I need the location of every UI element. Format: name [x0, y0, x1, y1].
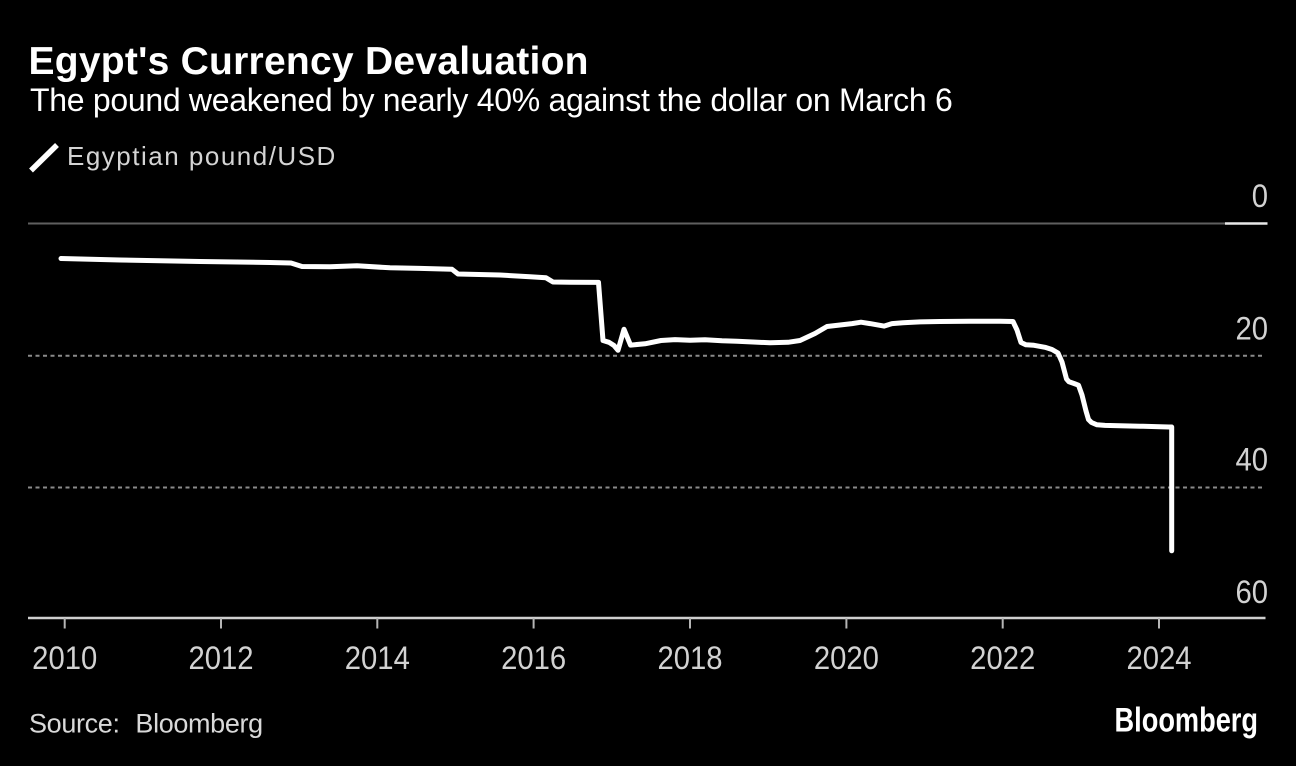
svg-text:0: 0	[1252, 178, 1268, 215]
svg-text:2020: 2020	[814, 640, 879, 677]
svg-text:40: 40	[1235, 441, 1268, 478]
svg-text:20: 20	[1235, 310, 1268, 347]
svg-text:2024: 2024	[1126, 640, 1191, 677]
svg-text:2012: 2012	[188, 640, 253, 677]
svg-text:2022: 2022	[970, 640, 1035, 677]
svg-text:60: 60	[1235, 573, 1268, 610]
svg-text:2018: 2018	[657, 640, 722, 677]
svg-text:2010: 2010	[32, 640, 97, 677]
svg-text:Egyptian pound/USD: Egyptian pound/USD	[67, 141, 337, 171]
svg-text:Bloomberg: Bloomberg	[1115, 700, 1258, 739]
svg-text:2016: 2016	[501, 640, 566, 677]
svg-text:Source: Bloomberg: Source: Bloomberg	[29, 708, 263, 738]
svg-text:Egypt's Currency Devaluation: Egypt's Currency Devaluation	[29, 40, 589, 83]
svg-text:The pound weakened by nearly 4: The pound weakened by nearly 40% against…	[30, 82, 952, 118]
svg-text:2014: 2014	[345, 640, 410, 677]
